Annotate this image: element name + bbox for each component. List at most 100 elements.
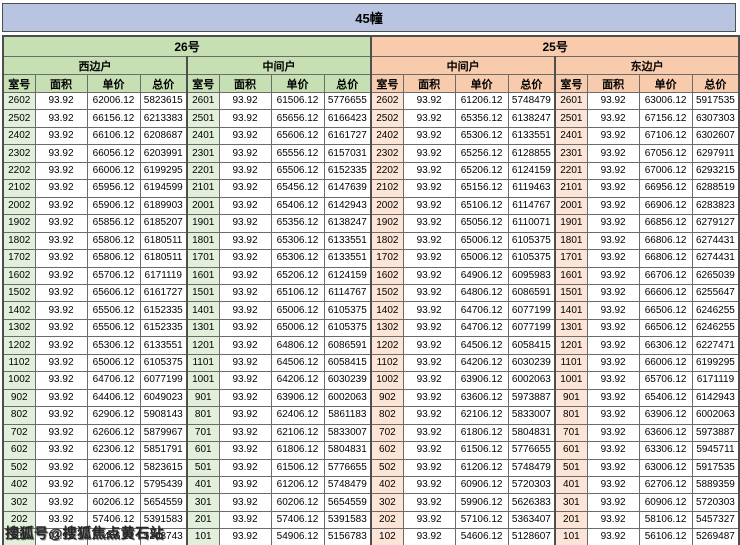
price-cell: 65006.12 <box>454 249 509 268</box>
total-cell: 6203991 <box>139 144 188 163</box>
room-cell: 2202 <box>370 161 404 181</box>
col-header-area: 面积 <box>34 74 88 93</box>
area-cell: 93.92 <box>218 336 272 355</box>
room-cell: 1301 <box>554 318 588 338</box>
price-cell: 61806.12 <box>270 441 325 460</box>
price-cell: 66706.12 <box>638 266 693 285</box>
price-cell: 63906.12 <box>638 406 693 425</box>
table-row: 2302 93.92 66056.12 6203991 2301 93.92 65556.1… <box>2 144 740 163</box>
price-cell: 54606.12 <box>454 528 509 545</box>
area-cell: 93.92 <box>218 318 272 338</box>
price-cell: 66956.12 <box>638 179 693 198</box>
area-cell: 93.92 <box>586 423 640 443</box>
price-cell: 59906.12 <box>454 493 509 512</box>
price-cell: 60906.12 <box>454 475 509 495</box>
area-cell: 93.92 <box>218 475 272 495</box>
total-cell: 6142943 <box>691 388 740 408</box>
area-cell: 93.92 <box>402 318 456 338</box>
room-cell: 502 <box>2 458 36 477</box>
area-cell: 93.92 <box>402 196 456 216</box>
total-cell: 5457327 <box>691 510 740 530</box>
price-cell: 61706.12 <box>86 475 141 495</box>
price-cell: 61506.12 <box>270 458 325 477</box>
total-cell: 6246255 <box>691 301 740 320</box>
unit-header-east: 东边户 <box>554 56 740 75</box>
area-cell: 93.92 <box>218 249 272 268</box>
price-cell: 60206.12 <box>86 493 141 512</box>
total-cell: 6002063 <box>323 388 372 408</box>
price-table: 26号 25号 西边户 中间户 中间户 东边户 室号 面积 单价 总价 室号 面积 单价 总价… <box>2 35 740 545</box>
total-cell: 6180511 <box>139 249 188 268</box>
area-cell: 93.92 <box>586 528 640 545</box>
room-cell: 201 <box>186 510 220 530</box>
total-cell: 6105375 <box>507 231 556 251</box>
col-header-area: 面积 <box>586 74 640 93</box>
price-cell: 62906.12 <box>86 406 141 425</box>
price-cell: 64206.12 <box>270 371 325 390</box>
room-cell: 1201 <box>186 336 220 355</box>
col-header-total: 总价 <box>507 74 556 93</box>
total-cell: 5804831 <box>323 441 372 460</box>
area-cell: 93.92 <box>218 179 272 198</box>
total-cell: 6171119 <box>139 266 188 285</box>
col-header-price: 单价 <box>270 74 325 93</box>
price-cell: 66006.12 <box>638 353 693 373</box>
price-cell: 66506.12 <box>638 301 693 320</box>
total-cell: 6194599 <box>139 179 188 198</box>
price-cell: 65006.12 <box>454 231 509 251</box>
area-cell: 93.92 <box>218 214 272 233</box>
price-cell: 65556.12 <box>270 144 325 163</box>
area-cell: 93.92 <box>218 406 272 425</box>
area-cell: 93.92 <box>34 91 88 111</box>
total-cell: 5917535 <box>691 458 740 477</box>
table-row: 1402 93.92 65506.12 6152335 1401 93.92 65006.1… <box>2 301 740 320</box>
total-cell: 5391583 <box>139 510 188 530</box>
area-cell: 93.92 <box>402 231 456 251</box>
col-header-room: 室号 <box>370 74 404 93</box>
area-cell: 93.92 <box>402 388 456 408</box>
area-cell: 93.92 <box>34 423 88 443</box>
room-cell: 1002 <box>370 371 404 390</box>
room-cell: 302 <box>370 493 404 512</box>
room-cell: 2001 <box>554 196 588 216</box>
table-row: 602 93.92 62306.12 5851791 601 93.92 61806.12 5… <box>2 441 740 460</box>
price-cell: 54906.12 <box>270 528 325 545</box>
unit-header-middle-26: 中间户 <box>185 56 372 75</box>
room-cell: 901 <box>554 388 588 408</box>
price-cell: 65856.12 <box>86 214 141 233</box>
total-cell: 6030239 <box>507 353 556 373</box>
price-cell: 65406.12 <box>638 388 693 408</box>
area-cell: 93.92 <box>402 475 456 495</box>
total-cell: 6133551 <box>507 126 556 146</box>
table-row: 1002 93.92 64706.12 6077199 1001 93.92 64206.1… <box>2 371 740 390</box>
room-cell: 1002 <box>2 371 36 390</box>
area-cell: 93.92 <box>218 91 272 111</box>
area-cell: 93.92 <box>34 318 88 338</box>
total-cell: 5879967 <box>139 423 188 443</box>
price-cell: 65206.12 <box>270 266 325 285</box>
area-cell: 93.92 <box>586 318 640 338</box>
room-cell: 1501 <box>554 283 588 303</box>
price-cell: 63906.12 <box>270 388 325 408</box>
total-cell: 6002063 <box>507 371 556 390</box>
total-cell: 5363407 <box>507 510 556 530</box>
price-cell: 66056.12 <box>86 144 141 163</box>
total-cell: 6199295 <box>139 161 188 181</box>
price-cell: 66856.12 <box>638 214 693 233</box>
area-cell: 93.92 <box>402 214 456 233</box>
building-header-row: 26号 25号 <box>2 35 740 57</box>
area-cell: 93.92 <box>34 353 88 373</box>
total-cell: 6110071 <box>507 214 556 233</box>
total-cell: 5833007 <box>507 406 556 425</box>
room-cell: 601 <box>186 441 220 460</box>
price-cell: 61806.12 <box>454 423 509 443</box>
total-cell: 6185207 <box>139 214 188 233</box>
col-header-total: 总价 <box>323 74 372 93</box>
total-cell: 5945711 <box>691 441 740 460</box>
price-cell: 65806.12 <box>86 231 141 251</box>
room-cell: 1602 <box>2 266 36 285</box>
area-cell: 93.92 <box>586 406 640 425</box>
price-cell: 64706.12 <box>454 301 509 320</box>
area-cell: 93.92 <box>34 179 88 198</box>
total-cell: 6138247 <box>323 214 372 233</box>
